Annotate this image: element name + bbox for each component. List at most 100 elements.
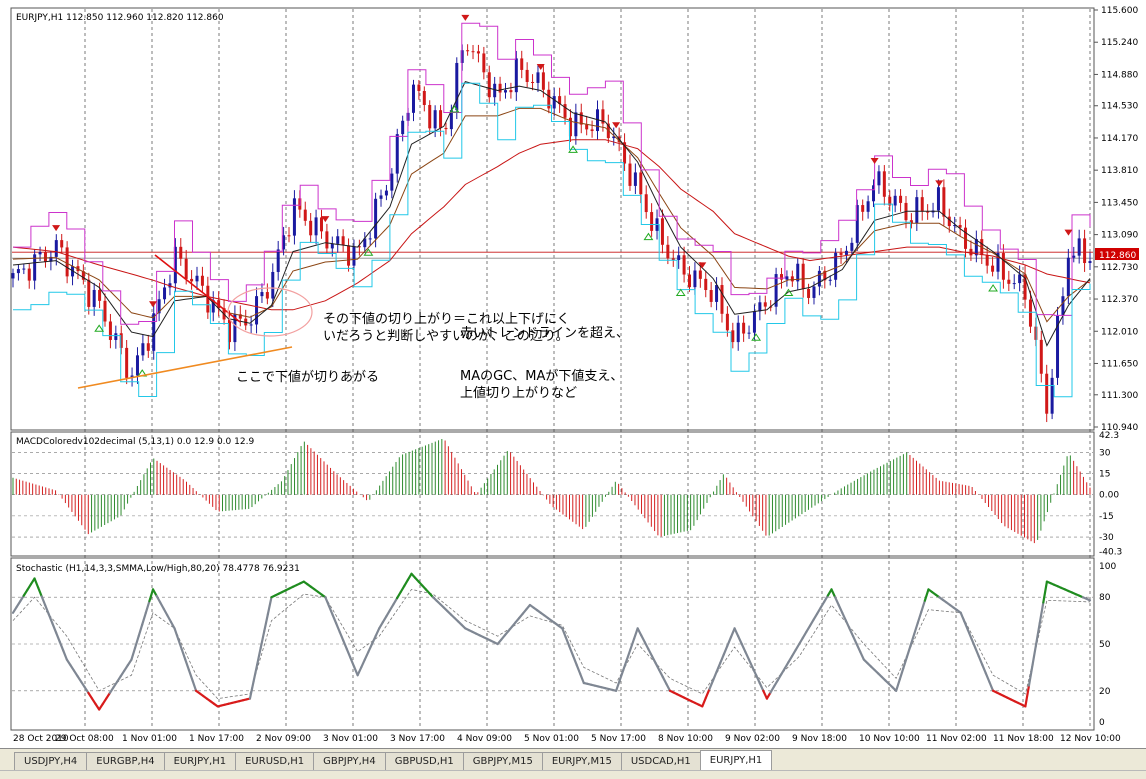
candle-body: [628, 163, 632, 186]
candle-body: [238, 314, 242, 319]
chart-tab[interactable]: GBPJPY,M15: [462, 752, 543, 770]
candle-body: [276, 249, 280, 272]
candle-body: [639, 172, 643, 195]
candle-body: [16, 269, 20, 274]
current-price-tag: [1095, 248, 1139, 260]
candle-body: [27, 268, 31, 281]
stochastic-main-segment: [988, 681, 995, 692]
candle-body: [828, 279, 832, 281]
chart-tab[interactable]: EURUSD,H1: [235, 752, 315, 770]
candle-body: [1077, 238, 1081, 256]
chart-tab[interactable]: EURGBP,H4: [86, 752, 165, 770]
chart-tab[interactable]: GBPUSD,H1: [384, 752, 464, 770]
stochastic-main-segment: [640, 634, 646, 644]
candle-body: [552, 96, 556, 109]
stochastic-main-segment: [133, 635, 140, 650]
candle-body: [49, 256, 53, 262]
stochastic-main-segment: [349, 656, 356, 668]
stochastic-main-segment: [191, 679, 198, 692]
candle-body: [758, 302, 762, 312]
y-tick-label: 113.090: [1101, 231, 1138, 241]
stochastic-main-segment: [374, 627, 381, 638]
sell-arrow: [461, 14, 470, 21]
chart-tab[interactable]: EURJPY,H1: [163, 752, 237, 770]
stochastic-main-segment: [812, 612, 819, 621]
candle-body: [872, 185, 876, 202]
candle-body: [146, 343, 150, 351]
candle-body: [255, 296, 259, 325]
candle-body: [915, 197, 919, 224]
candle-body: [1012, 283, 1016, 285]
sell-arrow: [321, 216, 330, 223]
candle-body: [130, 375, 134, 378]
candle-body: [374, 198, 378, 239]
chart-tab[interactable]: EURJPY,M15: [541, 752, 622, 770]
chart-tab[interactable]: USDCAD,H1: [620, 752, 701, 770]
candle-body: [157, 299, 161, 314]
candle-body: [763, 302, 767, 307]
stochastic-main-segment: [263, 612, 269, 633]
buy-arrow: [643, 232, 654, 241]
candle-body: [747, 332, 751, 334]
stochastic-main-segment: [819, 600, 826, 609]
y-tick-label: 113.810: [1101, 166, 1138, 176]
candle-body: [330, 243, 334, 249]
stochastic-main-segment: [112, 680, 119, 689]
candle-body: [991, 265, 995, 272]
price-panel[interactable]: [10, 7, 1095, 431]
sell-arrow: [52, 225, 61, 232]
stochastic-main-segment: [403, 578, 409, 588]
candle-body: [926, 211, 930, 213]
stochastic-main-segment: [780, 667, 786, 676]
stochastic-main-segment: [1038, 601, 1045, 625]
candle-body: [590, 129, 594, 132]
stochastic-main-segment: [83, 686, 90, 694]
candle-body: [677, 255, 681, 261]
sell-arrow: [149, 301, 158, 308]
chart-tab[interactable]: EURJPY,H1: [699, 750, 773, 770]
candle-body: [444, 127, 448, 130]
sell-arrow: [698, 262, 707, 269]
trendline-red: [154, 254, 241, 323]
buy-arrow: [988, 284, 999, 292]
candle-body: [471, 51, 475, 53]
candle-body: [866, 201, 870, 212]
stochastic-main-segment: [62, 649, 68, 661]
x-tick-label: 1 Nov 17:00: [189, 734, 244, 744]
stochastic-main-segment: [378, 621, 384, 630]
stochastic-main-segment: [837, 603, 844, 614]
candle-body: [585, 124, 589, 130]
chart-tab[interactable]: GBPJPY,H4: [313, 752, 386, 770]
stochastic-main-segment: [808, 618, 815, 627]
stochastic-main-segment: [130, 646, 137, 661]
stochastic-main-segment: [1024, 684, 1031, 708]
candle-body: [823, 270, 827, 281]
candle-body: [200, 275, 204, 286]
candle-body: [817, 270, 821, 287]
stochastic-panel[interactable]: [10, 557, 1095, 731]
macd-panel[interactable]: [10, 431, 1095, 557]
candle-body: [801, 263, 805, 290]
stochastic-main-segment: [772, 679, 779, 688]
stochastic-main-segment: [776, 673, 783, 682]
candle-body: [417, 84, 421, 91]
candle-body: [303, 209, 307, 221]
candle-body: [341, 236, 345, 246]
stochastic-main-segment: [54, 631, 61, 643]
candle-body: [233, 314, 237, 343]
candle-body: [958, 225, 962, 228]
stochastic-main-segment: [367, 642, 374, 653]
macd-title: MACDColoredv102decimal (5,13,1) 0.0 12.9…: [16, 437, 254, 447]
candle-body: [260, 292, 264, 297]
stochastic-main-segment: [266, 596, 273, 616]
candle-body: [190, 278, 194, 282]
stochastic-main-segment: [370, 635, 377, 646]
candle-body: [996, 253, 1000, 272]
chart-tab[interactable]: USDJPY,H4: [14, 752, 88, 770]
candle-body: [893, 195, 897, 206]
stochastic-main-segment: [155, 594, 162, 604]
stochastic-main-segment: [711, 670, 718, 682]
stochastic-main-segment: [859, 650, 865, 661]
trailing-stop-upper: [13, 22, 1091, 325]
stochastic-main-segment: [180, 648, 187, 661]
